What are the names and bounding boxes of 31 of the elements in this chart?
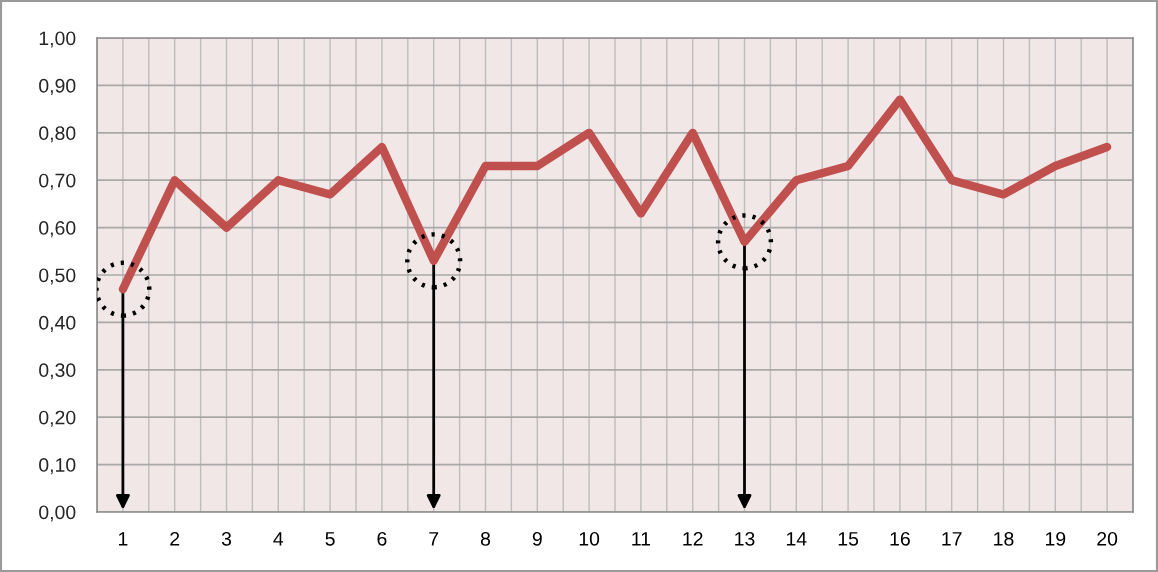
x-tick-label: 15 <box>838 532 859 546</box>
x-tick-label: 6 <box>377 531 387 546</box>
y-tick-label: 1,00 <box>39 31 76 48</box>
y-tick-label: 0,70 <box>39 173 76 190</box>
x-tick-label: 7 <box>429 532 439 546</box>
y-tick-label: 0,10 <box>39 458 76 475</box>
y-tick-label: 0,60 <box>39 221 76 238</box>
y-tick-label: 0,20 <box>39 410 76 427</box>
x-tick-label: 11 <box>632 532 651 546</box>
y-tick-label: 0,30 <box>39 363 76 380</box>
x-tick-label: 3 <box>221 531 232 546</box>
x-tick-label: 18 <box>994 531 1014 546</box>
x-tick-label: 13 <box>735 531 755 546</box>
x-tick-label: 9 <box>532 531 542 546</box>
x-tick-label: 10 <box>579 531 600 546</box>
x-tick-label: 20 <box>1097 531 1118 546</box>
y-tick-label: 0,90 <box>39 78 76 95</box>
x-tick-label: 19 <box>1045 531 1066 546</box>
x-tick-label: 16 <box>890 531 910 546</box>
x-tick-label: 5 <box>325 532 335 546</box>
y-tick-label: 0,80 <box>39 126 76 143</box>
x-tick-label: 12 <box>683 531 703 546</box>
x-tick-label: 2 <box>170 531 180 546</box>
x-tick-label: 8 <box>480 531 491 546</box>
x-tick-label: 17 <box>942 532 962 546</box>
x-tick-label: 4 <box>273 532 284 546</box>
y-tick-label: 0,40 <box>39 315 76 332</box>
x-tick-label: 1 <box>118 532 128 546</box>
x-tick-label: 14 <box>786 532 807 546</box>
y-tick-label: 0,00 <box>39 505 76 522</box>
y-tick-label: 0,50 <box>39 268 76 285</box>
